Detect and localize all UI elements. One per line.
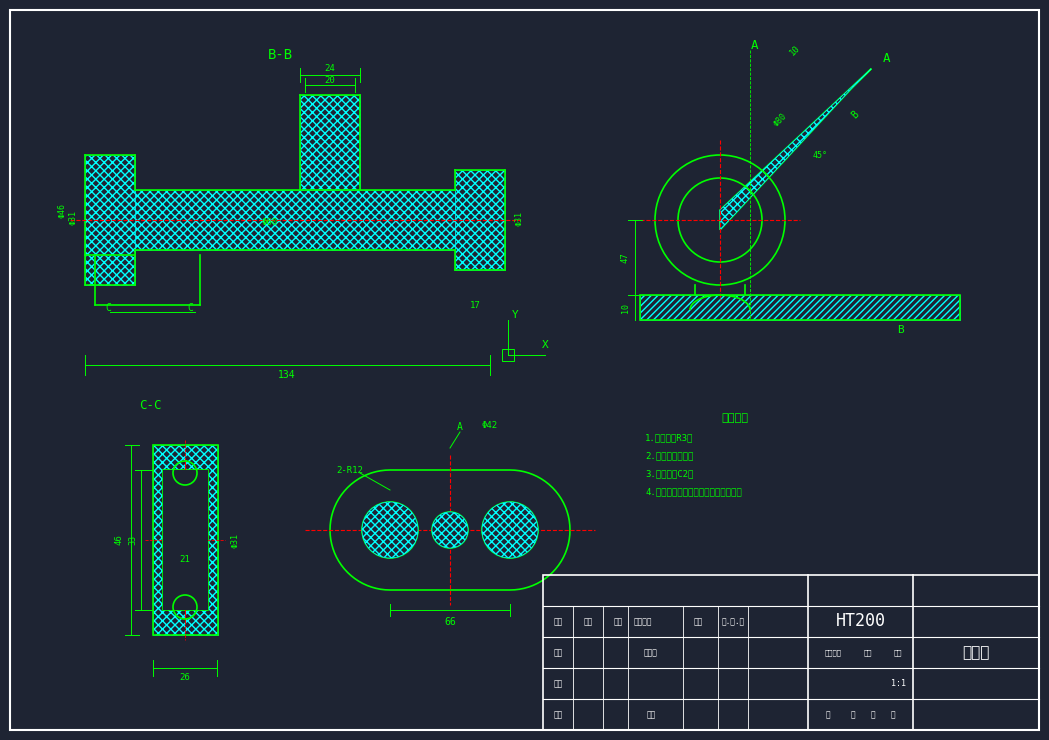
Text: 批准: 批准 bbox=[646, 710, 656, 719]
Text: 设计: 设计 bbox=[554, 648, 562, 657]
Text: C-C: C-C bbox=[138, 399, 162, 411]
Bar bbox=[163, 470, 208, 610]
Text: Φ46: Φ46 bbox=[58, 203, 66, 218]
Text: 45°: 45° bbox=[813, 150, 828, 160]
Text: Φ42: Φ42 bbox=[481, 420, 498, 429]
Text: Φ80: Φ80 bbox=[771, 112, 789, 129]
Text: 1:1: 1:1 bbox=[891, 679, 905, 688]
Text: 66: 66 bbox=[444, 617, 456, 627]
Text: 处数: 处数 bbox=[583, 617, 593, 626]
Text: 3.倒角均为C2。: 3.倒角均为C2。 bbox=[645, 469, 693, 479]
Text: Φ31: Φ31 bbox=[514, 210, 523, 226]
Text: A: A bbox=[751, 38, 758, 52]
Text: 20: 20 bbox=[324, 75, 336, 84]
Text: A: A bbox=[457, 422, 463, 432]
Circle shape bbox=[362, 502, 418, 558]
Text: Φ31: Φ31 bbox=[68, 209, 78, 224]
Text: 46: 46 bbox=[114, 534, 124, 545]
Bar bbox=[640, 295, 960, 320]
Bar bbox=[163, 470, 208, 610]
Text: Y: Y bbox=[512, 310, 518, 320]
Text: 1.未注明角R3，: 1.未注明角R3， bbox=[645, 434, 693, 443]
Bar bbox=[455, 170, 505, 270]
Text: C: C bbox=[105, 303, 111, 313]
Text: 24: 24 bbox=[324, 64, 336, 73]
Text: 2-R12: 2-R12 bbox=[337, 465, 363, 474]
Circle shape bbox=[481, 502, 538, 558]
Polygon shape bbox=[720, 69, 872, 230]
Text: 张: 张 bbox=[891, 710, 895, 719]
Text: 审核: 审核 bbox=[554, 679, 562, 688]
Text: 2.外表面除锈锄，: 2.外表面除锈锄， bbox=[645, 451, 693, 460]
Text: 工艺: 工艺 bbox=[554, 710, 562, 719]
Bar bbox=[640, 295, 960, 320]
Bar bbox=[135, 190, 455, 250]
Text: 26: 26 bbox=[179, 673, 190, 682]
Text: 33: 33 bbox=[128, 535, 137, 545]
Text: 第: 第 bbox=[871, 710, 875, 719]
Text: Φ60: Φ60 bbox=[262, 218, 278, 226]
Text: 年.月.日: 年.月.日 bbox=[722, 617, 745, 626]
Bar bbox=[85, 155, 135, 285]
Text: HT200: HT200 bbox=[835, 613, 885, 630]
Text: 4.铸件不允许沙眼、缩孔等局部缺陷。: 4.铸件不允许沙眼、缩孔等局部缺陷。 bbox=[645, 488, 742, 497]
Text: Φ31: Φ31 bbox=[231, 533, 239, 548]
Text: 共: 共 bbox=[826, 710, 831, 719]
Bar bbox=[502, 349, 514, 361]
Text: 47: 47 bbox=[621, 252, 629, 263]
Text: 阶段标记: 阶段标记 bbox=[825, 649, 841, 656]
Bar bbox=[179, 534, 191, 546]
Text: 更改件号: 更改件号 bbox=[634, 617, 652, 626]
Text: 标准化: 标准化 bbox=[644, 648, 658, 657]
Bar bbox=[300, 95, 360, 190]
Text: 毛坏图: 毛坏图 bbox=[962, 645, 989, 660]
Text: 10: 10 bbox=[621, 303, 629, 312]
Text: B: B bbox=[897, 325, 903, 335]
Bar bbox=[153, 445, 218, 635]
Polygon shape bbox=[330, 470, 570, 590]
Text: B-B: B-B bbox=[267, 48, 293, 62]
Text: 21: 21 bbox=[179, 556, 190, 565]
Text: B: B bbox=[850, 110, 860, 121]
Text: 重量: 重量 bbox=[863, 649, 873, 656]
Polygon shape bbox=[720, 69, 872, 230]
Text: 张: 张 bbox=[851, 710, 855, 719]
Text: 134: 134 bbox=[278, 370, 296, 380]
Text: 分区: 分区 bbox=[614, 617, 623, 626]
Text: 比例: 比例 bbox=[894, 649, 902, 656]
Text: A: A bbox=[882, 53, 890, 65]
Text: 标记: 标记 bbox=[554, 617, 562, 626]
Circle shape bbox=[432, 512, 468, 548]
Bar bbox=[543, 575, 1039, 730]
Text: X: X bbox=[541, 340, 549, 350]
Bar bbox=[153, 445, 218, 635]
Text: C: C bbox=[187, 303, 193, 313]
Text: 技术要求: 技术要求 bbox=[722, 413, 749, 423]
Text: 10: 10 bbox=[788, 43, 802, 57]
Text: 17: 17 bbox=[470, 300, 480, 309]
Text: 签名: 签名 bbox=[693, 617, 703, 626]
